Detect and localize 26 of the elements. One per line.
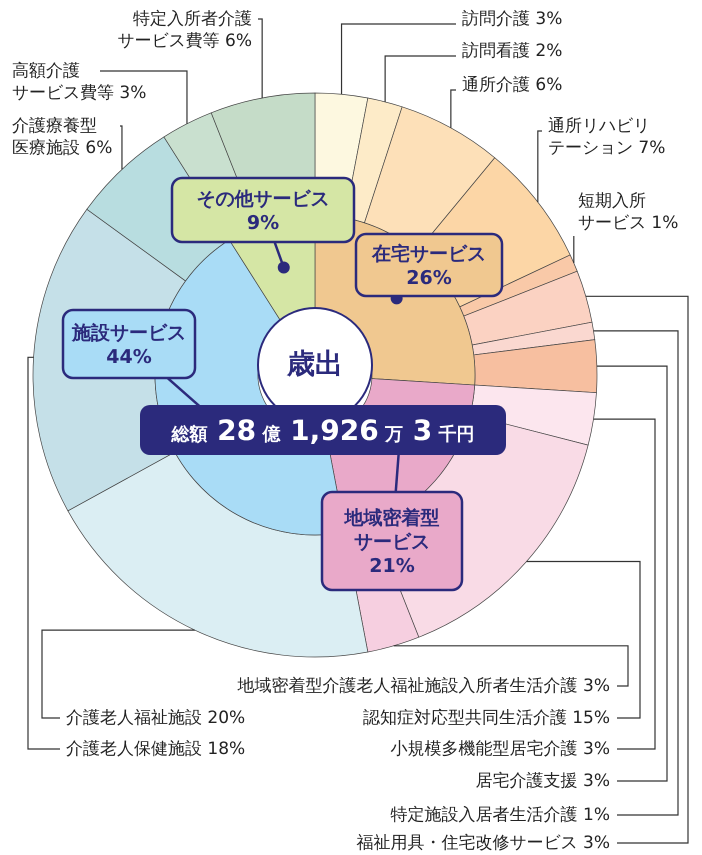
slice-label: 高額介護サービス費等 3% [12,61,146,103]
text: 総額 28 億 1,926 万 3 千円 [170,414,475,447]
slice-label: 通所介護 6% [462,75,562,95]
slice-label: 介護老人保健施設 18% [66,739,246,759]
slice-label: その他サービス [196,188,330,210]
slice-label: 短期入所サービス 1% [578,191,678,233]
slice-label: 介護老人福祉施設 20% [66,708,246,728]
slice-label: 訪問介護 3% [462,9,562,29]
data-label: 9% [246,212,280,234]
data-label: 21% [369,555,415,577]
slice-label: 特定施設入居者生活介護 1% [390,805,610,825]
slice-label: 居宅介護支援 3% [476,771,610,791]
slice-label: 介護療養型医療施設 6% [12,116,112,158]
slice-label: 通所リハビリテーション 7% [548,116,666,158]
data-label: 44% [106,346,152,368]
text: 歳出 [286,347,343,380]
slice-label: 福祉用具・住宅改修サービス 3% [356,833,610,853]
slice-label: 在宅サービス [371,243,486,265]
slice-label: 地域密着型サービス [344,507,440,553]
slice-label: 小規模多機能型居宅介護 3% [390,739,610,759]
slice-label: 認知症対応型共同生活介護 15% [362,708,610,728]
slice-label: 施設サービス [71,322,186,344]
data-label: 26% [406,267,452,289]
slice-label: 訪問看護 2% [462,41,562,61]
slice-label: 地域密着型介護老人福祉施設入所者生活介護 3% [236,676,610,696]
slice-label: 特定入所者介護サービス費等 6% [118,9,252,51]
